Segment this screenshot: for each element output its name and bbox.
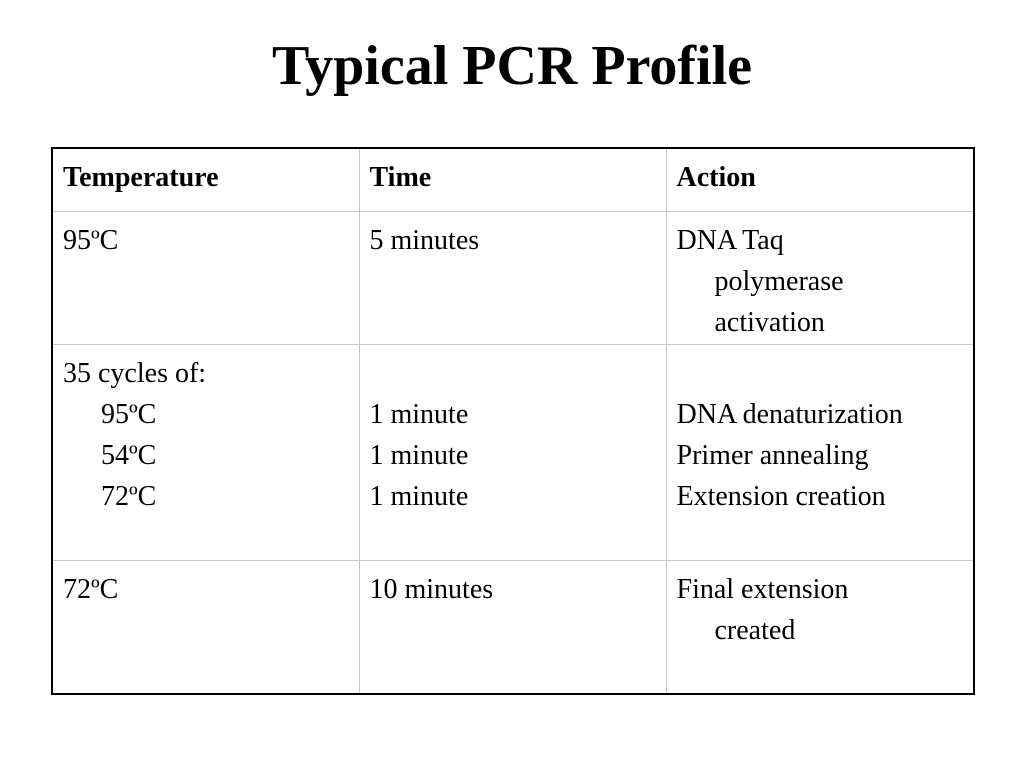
cell-text: 1 minute: [369, 440, 469, 471]
cell-temperature: 35 cycles of: 95ºC 54ºC 72ºC: [51, 344, 360, 561]
cell-text: Final extension: [676, 574, 849, 605]
cell-text: Primer annealing: [676, 440, 869, 471]
table-row: 35 cycles of: 95ºC 54ºC 72ºC 1 minute 1 …: [51, 344, 975, 561]
spacer: [677, 353, 964, 394]
cell-text: 95ºC: [63, 225, 119, 256]
cell-text: polymerase: [714, 266, 844, 297]
cell-text: 95ºC: [101, 399, 157, 430]
cell-text: DNA Taq: [676, 225, 784, 256]
table-row: 95ºC 5 minutes DNA Taq polymerase activa…: [51, 211, 975, 345]
pcr-profile-table: Temperature Time Action 95ºC 5 minutes D…: [51, 147, 975, 695]
cell-temperature: 95ºC: [51, 211, 360, 345]
header-temperature: Temperature: [51, 147, 360, 212]
cell-text: Extension creation: [676, 481, 886, 512]
cell-text: 72ºC: [101, 481, 157, 512]
cell-action: DNA Taq polymerase activation: [665, 211, 975, 345]
cell-time: 10 minutes: [358, 560, 667, 695]
cell-text: 72ºC: [63, 574, 119, 605]
cell-time: 1 minute 1 minute 1 minute: [358, 344, 667, 561]
cell-text: 5 minutes: [369, 225, 480, 256]
cell-text: created: [714, 615, 796, 646]
cell-temperature: 72ºC: [51, 560, 360, 695]
table-row: 72ºC 10 minutes Final extension created: [51, 560, 975, 695]
cell-text: 54ºC: [101, 440, 157, 471]
header-action: Action: [665, 147, 975, 212]
cell-text: DNA denaturization: [676, 399, 903, 430]
cell-text: 1 minute: [369, 481, 469, 512]
cell-text: 10 minutes: [369, 574, 494, 605]
spacer: [370, 353, 656, 394]
cell-action: Final extension created: [665, 560, 975, 695]
cell-action: DNA denaturization Primer annealing Exte…: [665, 344, 975, 561]
slide-title: Typical PCR Profile: [271, 35, 753, 97]
header-time: Time: [358, 147, 667, 212]
cell-text: 35 cycles of:: [63, 358, 207, 389]
cell-text: 1 minute: [369, 399, 469, 430]
cell-text: activation: [714, 307, 825, 338]
cell-time: 5 minutes: [358, 211, 667, 345]
table-header-row: Temperature Time Action: [51, 147, 975, 212]
